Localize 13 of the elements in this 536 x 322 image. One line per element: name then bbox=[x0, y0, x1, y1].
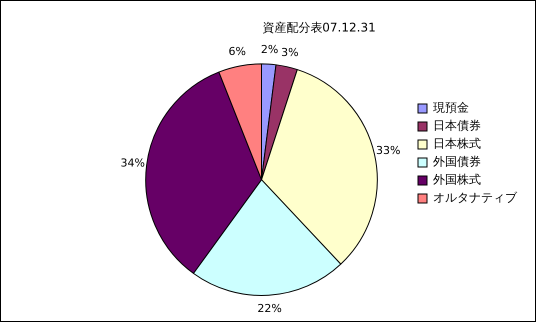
data-label: 6% bbox=[228, 45, 246, 58]
legend-label: 外国債券 bbox=[433, 154, 481, 169]
legend-label: 外国株式 bbox=[433, 172, 481, 187]
data-label: 3% bbox=[281, 46, 299, 59]
data-label: 34% bbox=[120, 156, 145, 170]
legend-label: 日本株式 bbox=[433, 136, 481, 151]
legend-label: 日本債券 bbox=[433, 118, 481, 133]
data-label: 33% bbox=[376, 144, 400, 158]
data-label: 22% bbox=[257, 302, 282, 316]
legend-label: 現預金 bbox=[433, 100, 469, 115]
chart-title: 資産配分表07.12.31 bbox=[262, 20, 376, 34]
data-label: 2% bbox=[260, 43, 278, 56]
legend-label: オルタナティブ bbox=[433, 190, 518, 205]
